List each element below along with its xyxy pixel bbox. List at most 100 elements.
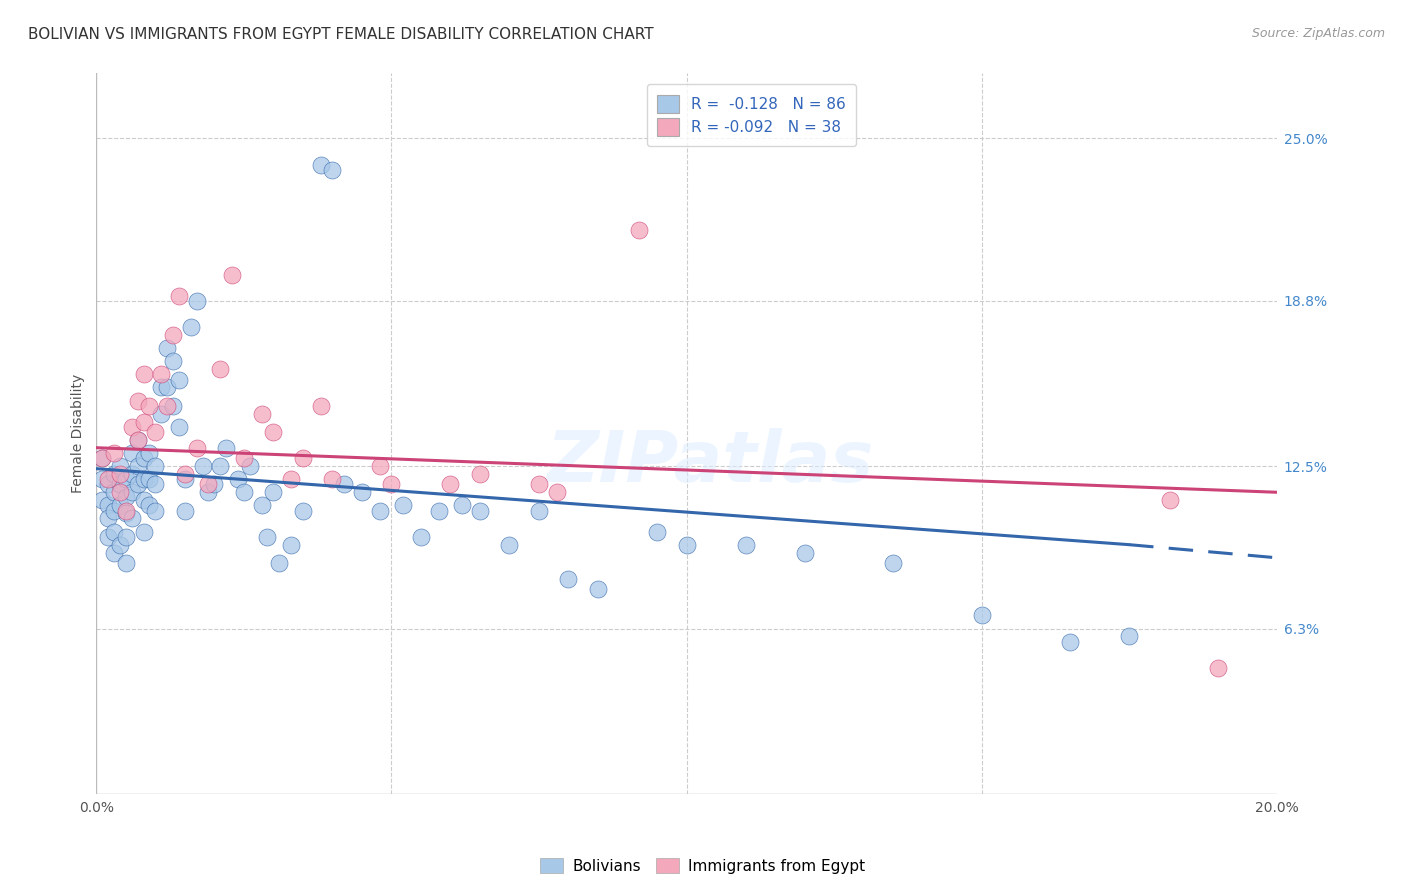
Point: [173, 503, 195, 517]
Text: Source: ZipAtlas.com: Source: ZipAtlas.com: [1251, 27, 1385, 40]
Point: [1059, 634, 1081, 648]
Point: [180, 320, 202, 334]
Point: [150, 380, 173, 394]
Point: [103, 524, 125, 539]
Point: [409, 530, 432, 544]
Point: [156, 341, 179, 355]
Point: [132, 451, 155, 466]
Point: [138, 399, 160, 413]
Point: [309, 158, 332, 172]
Point: [162, 399, 184, 413]
Point: [468, 467, 491, 481]
Point: [173, 467, 195, 481]
Point: [103, 503, 125, 517]
Point: [145, 458, 167, 473]
Point: [380, 477, 402, 491]
Point: [256, 530, 278, 544]
Point: [127, 477, 149, 491]
Text: ZIPatlas: ZIPatlas: [547, 427, 873, 497]
Point: [392, 499, 415, 513]
Point: [186, 293, 208, 308]
Point: [127, 433, 149, 447]
Point: [91, 451, 114, 466]
Point: [498, 538, 520, 552]
Point: [115, 506, 138, 520]
Point: [103, 467, 125, 481]
Point: [262, 425, 284, 439]
Point: [91, 493, 114, 508]
Point: [150, 407, 173, 421]
Point: [132, 415, 155, 429]
Point: [97, 511, 120, 525]
Point: [145, 503, 167, 517]
Point: [132, 493, 155, 508]
Point: [232, 485, 254, 500]
Point: [368, 503, 391, 517]
Point: [368, 458, 391, 473]
Point: [103, 446, 125, 460]
Point: [108, 477, 131, 491]
Point: [115, 491, 138, 505]
Point: [291, 451, 314, 466]
Point: [321, 472, 343, 486]
Point: [97, 530, 120, 544]
Point: [209, 362, 232, 376]
Point: [262, 485, 284, 500]
Point: [202, 477, 225, 491]
Point: [350, 485, 373, 500]
Point: [91, 472, 114, 486]
Point: [1118, 629, 1140, 643]
Legend: Bolivians, Immigrants from Egypt: Bolivians, Immigrants from Egypt: [534, 852, 872, 880]
Point: [121, 485, 143, 500]
Point: [546, 485, 568, 500]
Point: [173, 472, 195, 486]
Point: [675, 538, 697, 552]
Point: [103, 485, 125, 500]
Text: BOLIVIAN VS IMMIGRANTS FROM EGYPT FEMALE DISABILITY CORRELATION CHART: BOLIVIAN VS IMMIGRANTS FROM EGYPT FEMALE…: [28, 27, 654, 42]
Point: [269, 556, 291, 570]
Point: [115, 472, 138, 486]
Point: [215, 441, 238, 455]
Point: [97, 499, 120, 513]
Point: [91, 451, 114, 466]
Point: [226, 472, 249, 486]
Point: [156, 399, 179, 413]
Point: [427, 503, 450, 517]
Point: [162, 328, 184, 343]
Point: [108, 499, 131, 513]
Point: [309, 399, 332, 413]
Point: [291, 503, 314, 517]
Point: [115, 503, 138, 517]
Point: [127, 393, 149, 408]
Point: [162, 354, 184, 368]
Point: [468, 503, 491, 517]
Point: [138, 499, 160, 513]
Point: [167, 419, 190, 434]
Point: [250, 499, 273, 513]
Point: [527, 503, 550, 517]
Point: [167, 289, 190, 303]
Point: [191, 458, 214, 473]
Point: [145, 477, 167, 491]
Point: [239, 458, 262, 473]
Point: [108, 485, 131, 500]
Point: [221, 268, 243, 282]
Point: [557, 572, 579, 586]
Point: [108, 458, 131, 473]
Point: [209, 458, 232, 473]
Point: [197, 485, 219, 500]
Point: [138, 472, 160, 486]
Point: [734, 538, 756, 552]
Point: [156, 380, 179, 394]
Point: [970, 608, 993, 623]
Point: [97, 472, 120, 486]
Point: [127, 433, 149, 447]
Point: [115, 556, 138, 570]
Point: [108, 467, 131, 481]
Point: [439, 477, 461, 491]
Point: [250, 407, 273, 421]
Point: [132, 524, 155, 539]
Point: [138, 446, 160, 460]
Point: [527, 477, 550, 491]
Point: [121, 511, 143, 525]
